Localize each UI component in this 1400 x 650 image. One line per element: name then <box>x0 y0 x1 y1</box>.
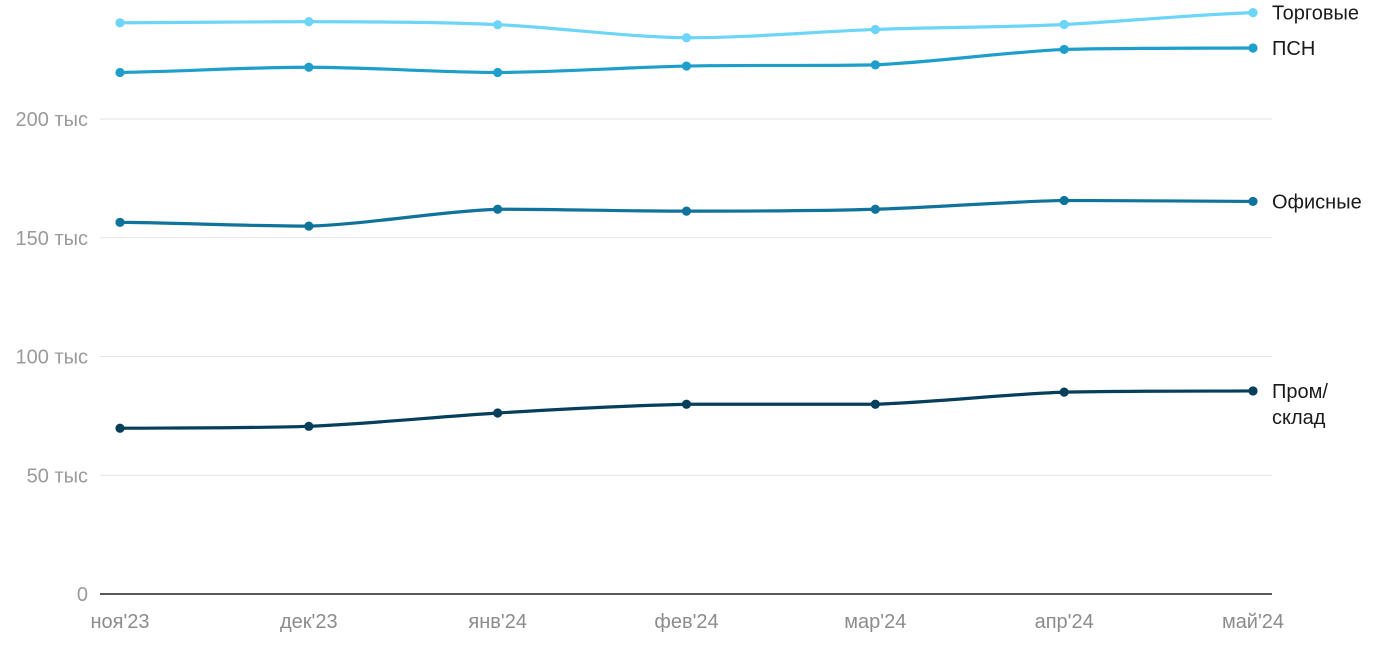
y-tick-label: 0 <box>77 584 88 606</box>
series-псн <box>115 43 1258 78</box>
gridlines <box>100 118 1272 476</box>
series-пром-склад <box>115 386 1258 433</box>
data-point <box>681 206 692 216</box>
data-point <box>681 61 692 71</box>
y-tick-label: 50 тыс <box>27 465 88 487</box>
data-point <box>1248 43 1258 53</box>
data-point <box>870 24 880 35</box>
series-lines <box>115 8 1258 433</box>
series-label: Офисные <box>1272 191 1362 213</box>
y-tick-label: 200 тыс <box>16 109 88 131</box>
data-point <box>493 20 503 30</box>
data-point <box>115 217 125 227</box>
x-tick-label: мар'24 <box>844 611 906 633</box>
data-point <box>115 423 125 433</box>
data-point <box>1248 386 1258 396</box>
data-point <box>493 408 503 418</box>
series-офисные <box>115 195 1258 231</box>
data-point <box>304 421 314 431</box>
data-point <box>870 60 880 70</box>
data-point <box>1059 44 1069 55</box>
series-label: Торговые <box>1272 3 1359 25</box>
data-point <box>681 399 692 409</box>
series-labels: Торговые ПСН Офисные Пром/склад <box>1272 3 1362 429</box>
series-торговые <box>115 8 1258 43</box>
data-point <box>304 221 314 231</box>
x-tick-label: май'24 <box>1222 611 1284 633</box>
y-tick-label: 100 тыс <box>16 347 88 369</box>
series-label: Пром/склад <box>1272 381 1328 429</box>
x-tick-label: апр'24 <box>1035 611 1094 633</box>
x-tick-label: фев'24 <box>654 611 718 633</box>
data-point <box>115 18 125 28</box>
data-point <box>1059 387 1069 397</box>
series-label: ПСН <box>1272 38 1315 60</box>
x-tick-label: дек'23 <box>280 611 338 633</box>
data-point <box>1248 8 1258 18</box>
data-point <box>493 204 503 214</box>
x-tick-label: ноя'23 <box>90 611 149 633</box>
data-point <box>1059 19 1069 30</box>
data-point <box>681 33 692 43</box>
data-point <box>304 62 314 72</box>
data-point <box>1248 196 1258 207</box>
x-axis-ticks: ноя'23 дек'23 янв'24 фев'24 мар'24 апр'24 май'… <box>90 611 1284 633</box>
data-point <box>1059 195 1069 206</box>
data-point <box>304 17 314 27</box>
x-tick-label: янв'24 <box>468 611 527 633</box>
y-tick-label: 150 тыс <box>16 228 88 250</box>
data-point <box>870 399 880 409</box>
series-line <box>118 389 1255 430</box>
data-point <box>493 67 503 78</box>
y-axis-ticks: 0 50 тыс 100 тыс 150 тыс 200 тыс <box>16 109 88 606</box>
data-point <box>115 67 125 78</box>
data-point <box>870 204 880 214</box>
